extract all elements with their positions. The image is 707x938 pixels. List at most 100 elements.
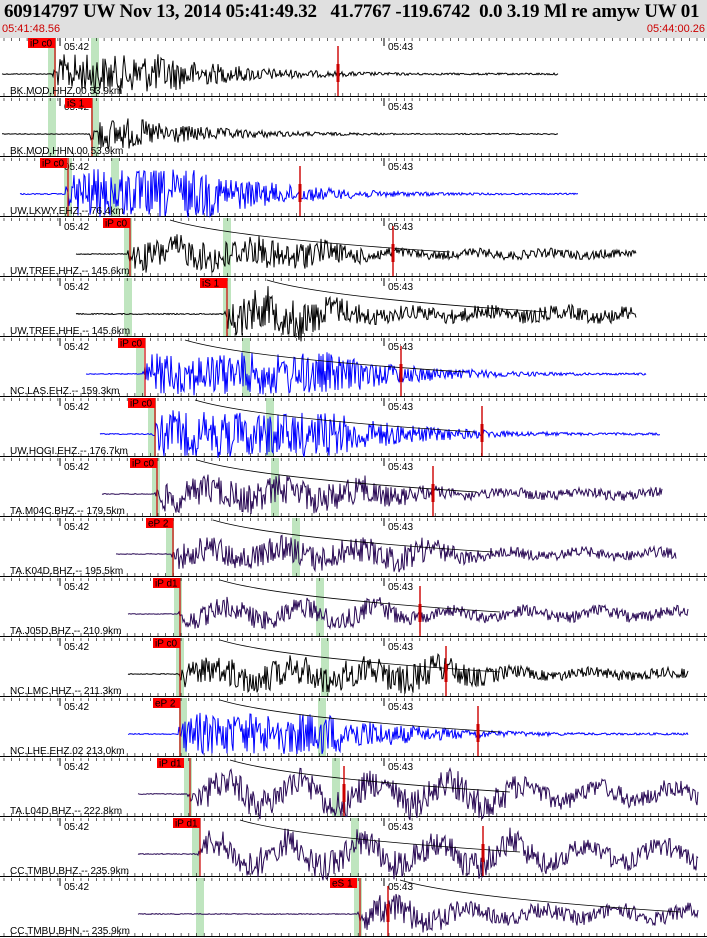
phase-band	[174, 578, 182, 636]
trace-row[interactable]: 05:42 05:43 iP d1 TA.J05D.BHZ.-- 210.9km	[0, 578, 707, 637]
tick-label: 05:42	[64, 42, 89, 53]
tick-label: 05:43	[388, 102, 413, 113]
trace-row[interactable]: 05:42 05:43 eP 2 NC.LHE.EHZ.02 213.0km	[0, 698, 707, 757]
pick-label: eS 1	[332, 879, 353, 890]
waveform	[2, 118, 558, 150]
trace-row[interactable]: 05:42 05:43 iP d1 CC.TMBU.BHZ.-- 235.9km	[0, 818, 707, 881]
tick-label: 05:43	[388, 882, 413, 893]
pick-marker	[399, 364, 403, 382]
phase-band	[318, 698, 326, 756]
trace-row[interactable]: 05:42 05:43 iP c0 NC.LMC.HHZ.-- 211.3km	[0, 638, 707, 697]
phase-band	[184, 758, 192, 816]
channel-label: UW.TREE.HHZ.-- 145.6km	[10, 266, 129, 277]
pick-box[interactable]	[330, 878, 357, 888]
channel-label: UW.HOGI.EHZ.-- 176.7km	[10, 446, 128, 457]
start-time: 05:41:48.56	[2, 23, 61, 35]
tick-label: 05:42	[64, 522, 89, 533]
tick-label: 05:43	[388, 702, 413, 713]
channel-label: CC.TMBU.BHN.-- 235.9km	[10, 926, 130, 937]
channel-label: UW.TREE.HHE.-- 145.6km	[10, 326, 130, 337]
channel-label: TA.J05D.BHZ.-- 210.9km	[10, 626, 122, 637]
channel-label: NC.LAS.EHZ.-- 159.3km	[10, 386, 119, 397]
trace-row[interactable]: 05:42 05:43 iP d1 TA.L04D.BHZ.-- 222.8km	[0, 758, 707, 821]
tick-label: 05:43	[388, 762, 413, 773]
tick-label: 05:42	[64, 642, 89, 653]
tick-label: 05:43	[388, 522, 413, 533]
tick-label: 05:42	[64, 762, 89, 773]
pick-box[interactable]	[40, 158, 67, 168]
phase-band	[316, 578, 324, 636]
tick-label: 05:42	[64, 582, 89, 593]
pick-marker	[342, 784, 346, 802]
tick-label: 05:42	[64, 282, 89, 293]
phase-band	[91, 38, 99, 96]
pick-box[interactable]	[28, 38, 55, 48]
pick-marker	[418, 604, 422, 622]
phase-band	[124, 278, 132, 336]
pick-box[interactable]	[128, 398, 155, 408]
waveform	[137, 766, 699, 821]
trace-row[interactable]: 05:42 05:43 iP c0 UW.TREE.HHZ.-- 145.6km	[0, 218, 707, 277]
model-curve	[266, 279, 548, 313]
pick-box[interactable]	[173, 818, 200, 828]
phase-band	[332, 758, 340, 816]
tick-label: 05:42	[64, 402, 89, 413]
waveform	[115, 534, 677, 573]
pick-box[interactable]	[200, 278, 227, 288]
channel-label: CC.TMBU.BHZ.-- 235.9km	[10, 866, 129, 877]
tick-label: 05:43	[388, 462, 413, 473]
waveform	[137, 893, 699, 933]
model-curve	[194, 399, 476, 433]
pick-label: iP c0	[120, 339, 142, 350]
pick-label: iP c0	[105, 219, 127, 230]
pick-box[interactable]	[130, 458, 157, 468]
phase-band	[271, 458, 279, 516]
pick-box[interactable]	[103, 218, 130, 228]
channel-label: TA.L04D.BHZ.-- 222.8km	[10, 806, 122, 817]
model-curve	[229, 759, 511, 793]
trace-row[interactable]: 05:42 05:43 iS 1 UW.TREE.HHE.-- 145.6km	[0, 278, 707, 342]
phase-band	[196, 878, 204, 936]
pick-box[interactable]	[146, 518, 173, 528]
pick-box[interactable]	[118, 338, 145, 348]
phase-band	[166, 518, 174, 576]
tick-label: 05:43	[388, 822, 413, 833]
waveform	[127, 712, 689, 756]
pick-box[interactable]	[153, 698, 180, 708]
waveform	[85, 352, 647, 396]
trace-row[interactable]: 05:42 05:43 iP c0 BK.MOD.HHZ.00 53.9km	[0, 38, 707, 97]
channel-label: BK.MOD.HHN.00 53.9km	[10, 146, 123, 157]
event-title: 60914797 UW Nov 13, 2014 05:41:49.32 41.…	[4, 1, 707, 22]
phase-band	[192, 818, 200, 876]
pick-box[interactable]	[157, 758, 184, 768]
end-time: 05:44:00.26	[646, 23, 705, 35]
phase-band	[91, 98, 99, 156]
trace-row[interactable]: 05:42 05:43 eP 2 TA.K04D.BHZ.-- 195.5km	[0, 518, 707, 577]
pick-label: iP d1	[175, 819, 198, 830]
tick-label: 05:43	[388, 162, 413, 173]
waveform	[75, 286, 637, 342]
channel-label: UW.LKWY.EHZ.-- 76.4km	[10, 206, 124, 217]
trace-row[interactable]: 05:42 05:43 iP c0 TA.M04C.BHZ.-- 179.5km	[0, 458, 707, 517]
trace-row[interactable]: 05:42 05:43 iP c0 UW.HOGI.EHZ.-- 176.7km	[0, 398, 707, 458]
trace-row[interactable]: 05:42 05:43 eS 1 CC.TMBU.BHN.-- 235.9km	[0, 878, 707, 937]
tick-label: 05:43	[388, 42, 413, 53]
pick-marker	[481, 844, 485, 862]
pick-marker	[336, 64, 340, 82]
pick-box[interactable]	[153, 578, 180, 588]
pick-marker	[431, 484, 435, 502]
pick-box[interactable]	[65, 98, 92, 108]
pick-box[interactable]	[153, 638, 180, 648]
pick-label: iP d1	[155, 579, 178, 590]
pick-label: iP c0	[132, 459, 154, 470]
channel-label: TA.M04C.BHZ.-- 179.5km	[10, 506, 125, 517]
pick-label: eP 2	[148, 519, 169, 530]
phase-band	[148, 398, 156, 456]
model-curve	[219, 579, 501, 613]
pick-label: iP c0	[42, 159, 64, 170]
trace-row[interactable]: 05:42 05:43 iP c0 UW.LKWY.EHZ.-- 76.4km	[0, 158, 707, 218]
waveform	[99, 410, 660, 458]
